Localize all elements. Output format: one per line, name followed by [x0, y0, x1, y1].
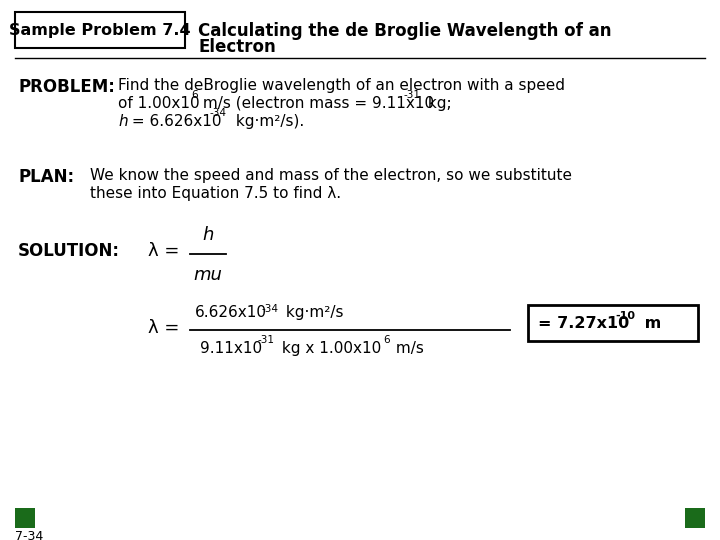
Text: PROBLEM:: PROBLEM:: [18, 78, 115, 96]
Text: -34: -34: [261, 304, 278, 314]
Text: SOLUTION:: SOLUTION:: [18, 242, 120, 260]
Text: λ =: λ =: [148, 242, 179, 260]
Text: = 7.27x10: = 7.27x10: [538, 315, 629, 330]
Text: these into Equation 7.5 to find λ.: these into Equation 7.5 to find λ.: [90, 186, 341, 201]
Text: Calculating the de Broglie Wavelength of an: Calculating the de Broglie Wavelength of…: [198, 22, 611, 40]
Text: kg x 1.00x10: kg x 1.00x10: [277, 341, 382, 356]
Text: Sample Problem 7.4: Sample Problem 7.4: [9, 23, 191, 37]
FancyBboxPatch shape: [528, 305, 698, 341]
Text: -10: -10: [615, 311, 635, 321]
Text: 7-34: 7-34: [15, 530, 43, 540]
Text: = 6.626x10: = 6.626x10: [127, 114, 222, 129]
FancyBboxPatch shape: [15, 508, 35, 528]
Text: kg·m²/s).: kg·m²/s).: [231, 114, 305, 129]
Text: Electron: Electron: [198, 38, 276, 56]
Text: 6: 6: [383, 335, 390, 345]
Text: λ =: λ =: [148, 319, 179, 337]
Text: of 1.00x10: of 1.00x10: [118, 96, 199, 111]
Text: m/s (electron mass = 9.11x10: m/s (electron mass = 9.11x10: [198, 96, 434, 111]
Text: kg;: kg;: [423, 96, 451, 111]
Text: 6: 6: [191, 90, 197, 100]
Text: -31: -31: [258, 335, 275, 345]
Text: kg·m²/s: kg·m²/s: [281, 305, 343, 320]
Text: mu: mu: [194, 266, 222, 284]
Text: h: h: [202, 226, 214, 244]
Text: h: h: [118, 114, 127, 129]
Text: 6.626x10: 6.626x10: [195, 305, 267, 320]
Text: -31: -31: [403, 90, 420, 100]
Text: m/s: m/s: [391, 341, 424, 356]
Text: m: m: [639, 315, 661, 330]
Text: PLAN:: PLAN:: [18, 168, 74, 186]
Text: We know the speed and mass of the electron, so we substitute: We know the speed and mass of the electr…: [90, 168, 572, 183]
Text: 9.11x10: 9.11x10: [200, 341, 262, 356]
FancyBboxPatch shape: [685, 508, 705, 528]
Text: -34: -34: [209, 108, 226, 118]
Text: Find the deBroglie wavelength of an electron with a speed: Find the deBroglie wavelength of an elec…: [118, 78, 565, 93]
FancyBboxPatch shape: [15, 12, 185, 48]
